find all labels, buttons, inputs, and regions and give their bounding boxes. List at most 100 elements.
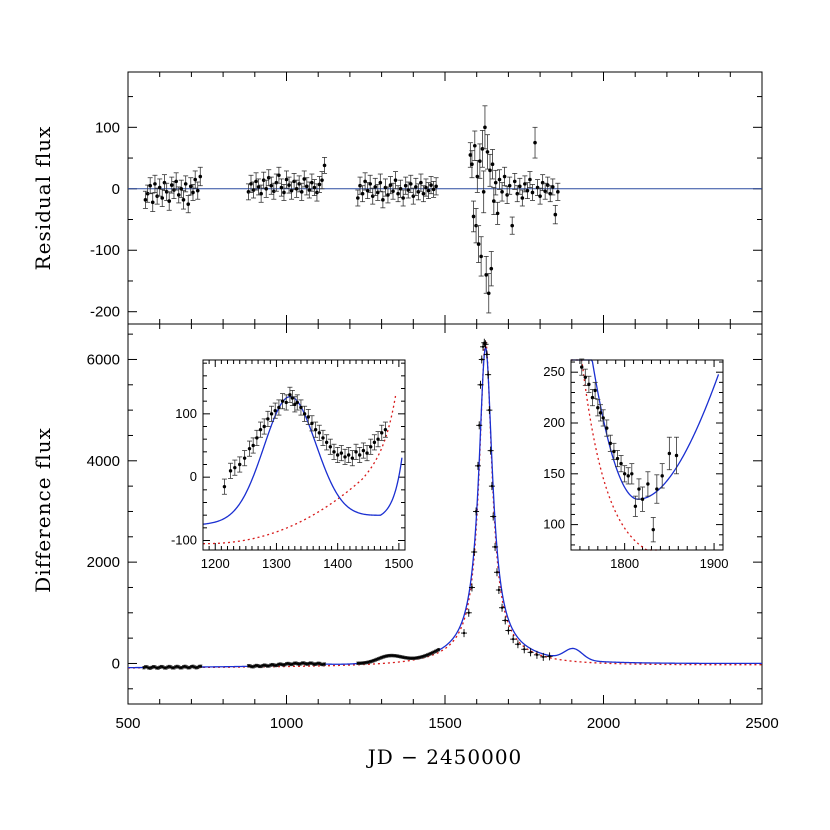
inset-right-y-tick-label: 200	[543, 415, 565, 430]
peak-point	[490, 484, 494, 488]
residual-y-tick-label: -100	[90, 242, 120, 259]
data-point	[419, 180, 423, 185]
data-point	[426, 188, 431, 193]
peak-point	[523, 648, 526, 651]
data-point	[637, 487, 641, 491]
data-point	[313, 427, 318, 432]
data-point	[596, 406, 600, 410]
data-point	[167, 199, 172, 203]
peak-point	[495, 571, 499, 574]
data-point	[160, 196, 165, 200]
inset-right: 100 150 200 250 1800 1900	[543, 358, 729, 571]
peak-point	[529, 651, 532, 654]
data-point	[261, 178, 266, 182]
inset-left-y-tick-label: 0	[190, 469, 197, 484]
residual-plot-area: -200 -100 0 100	[90, 72, 763, 324]
data-point	[199, 665, 203, 668]
data-point	[580, 365, 584, 369]
data-point	[411, 194, 416, 198]
data-point	[143, 198, 148, 202]
residual-y-tick-label: 0	[112, 181, 120, 198]
data-point	[507, 183, 512, 188]
x-tick-label: 2500	[745, 715, 778, 732]
data-point	[481, 190, 486, 194]
data-point	[169, 183, 174, 187]
data-point	[622, 472, 627, 476]
data-point	[191, 190, 195, 195]
data-point	[646, 482, 650, 486]
peak-point	[484, 343, 487, 346]
data-point	[502, 174, 507, 179]
data-point	[312, 185, 317, 190]
inset-right-plot-area: 100 150 200 250 1800 1900	[543, 358, 729, 571]
data-point	[246, 190, 251, 194]
inset-left-frame	[202, 359, 406, 551]
x-axis-title: JD − 2450000	[366, 745, 523, 769]
data-point	[277, 405, 281, 410]
inset-left-x-tick-label: 1200	[201, 556, 230, 571]
data-point	[403, 183, 408, 188]
data-point	[365, 188, 370, 193]
data-point	[322, 163, 327, 168]
data-point	[317, 431, 322, 435]
data-point	[497, 177, 502, 182]
data-point	[354, 450, 358, 454]
data-point	[500, 190, 504, 194]
peak-point	[486, 373, 490, 376]
data-point	[470, 162, 474, 166]
peak-point	[479, 383, 482, 386]
data-point	[512, 179, 517, 184]
data-point	[471, 214, 476, 219]
data-point	[475, 174, 480, 179]
data-point	[317, 182, 322, 187]
data-point	[468, 153, 473, 157]
peak-point	[462, 631, 466, 635]
inset-left-y-tick-label: 100	[175, 406, 197, 421]
data-point	[310, 180, 314, 185]
data-point	[530, 190, 535, 195]
data-point	[414, 185, 418, 189]
x-tick-label: 1000	[270, 715, 303, 732]
data-point	[660, 474, 664, 478]
peak-point	[470, 586, 474, 589]
data-point	[297, 182, 301, 186]
data-point	[294, 186, 299, 191]
inset-right-model-dotted	[571, 359, 661, 551]
data-point	[164, 190, 169, 194]
data-point	[288, 393, 292, 397]
peak-point	[516, 643, 520, 646]
peak-point	[480, 358, 483, 361]
data-point	[401, 196, 405, 200]
data-point	[598, 411, 603, 415]
peak-point	[472, 550, 476, 554]
data-point	[358, 183, 362, 188]
data-point	[587, 382, 591, 387]
data-point	[489, 266, 494, 271]
peak-point	[507, 629, 510, 632]
data-point	[183, 182, 188, 186]
data-point	[373, 185, 378, 189]
data-point	[295, 400, 299, 405]
data-point	[279, 185, 284, 190]
peak-point	[474, 510, 478, 513]
peak-point	[500, 606, 504, 609]
x-tick-label: 2000	[587, 715, 620, 732]
data-point	[601, 416, 605, 420]
data-point	[315, 190, 319, 195]
data-point	[593, 388, 597, 393]
data-point	[251, 188, 256, 192]
data-point	[262, 424, 266, 429]
data-point	[284, 177, 289, 182]
data-point	[339, 451, 344, 455]
data-point	[148, 183, 152, 188]
data-point	[383, 427, 388, 432]
data-point	[233, 465, 237, 470]
data-point	[361, 448, 366, 453]
data-point	[640, 497, 645, 501]
data-point	[378, 180, 383, 185]
data-point	[323, 662, 326, 666]
data-point	[376, 437, 380, 441]
data-point	[533, 140, 537, 145]
model-solid-line	[127, 345, 762, 669]
